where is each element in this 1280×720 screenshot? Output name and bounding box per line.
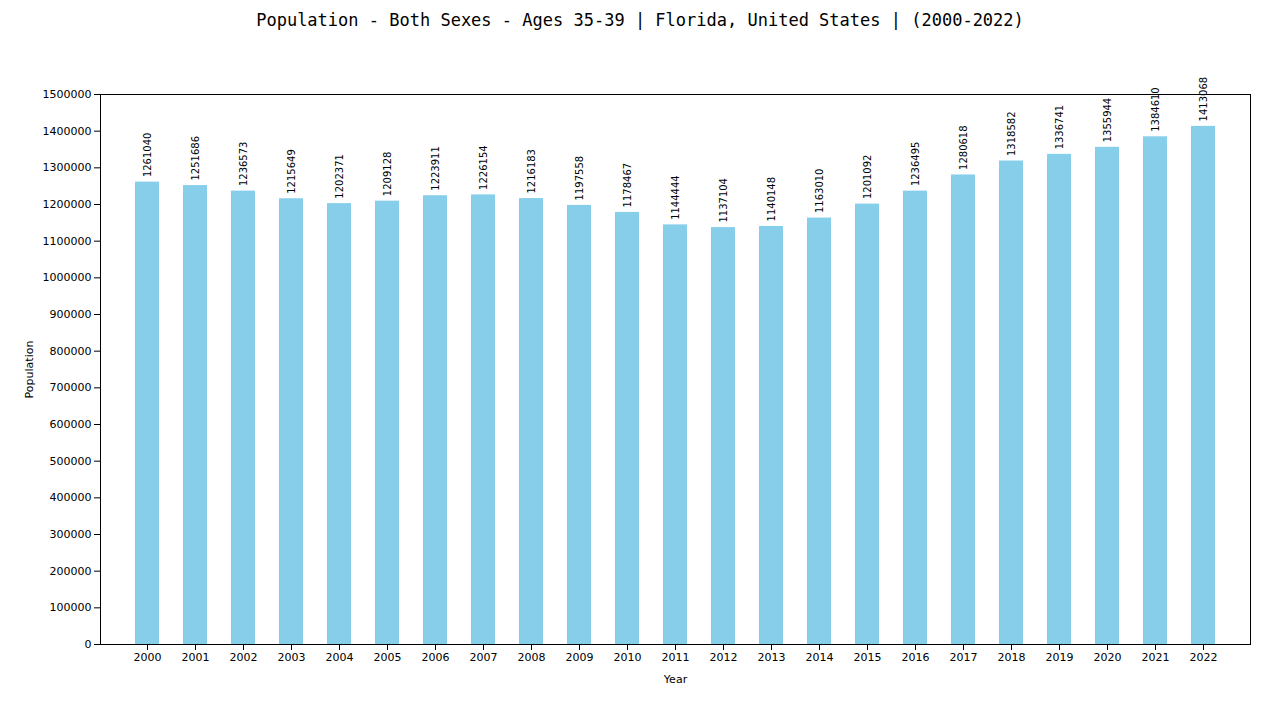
svg-text:300000: 300000 [50,528,92,541]
html-text:Population - Both Sexes - Ages: Population - Both Sexes - Ages 35-39 | F… [256,10,1024,30]
svg-text:1223911: 1223911 [430,146,441,191]
svg-text:500000: 500000 [50,455,92,468]
svg-text:2017: 2017 [950,651,978,664]
svg-text:2005: 2005 [374,651,402,664]
svg-text:2011: 2011 [662,651,690,664]
svg-text:2002: 2002 [230,651,258,664]
svg-text:1251686: 1251686 [190,136,201,181]
svg-text:Population: Population [23,341,36,399]
svg-text:1144444: 1144444 [670,175,681,220]
svg-text:1226154: 1226154 [478,145,489,190]
svg-text:1336741: 1336741 [1054,105,1065,150]
svg-text:1202371: 1202371 [334,154,345,199]
svg-text:1413068: 1413068 [1198,77,1209,122]
svg-text:2009: 2009 [566,651,594,664]
svg-text:1000000: 1000000 [43,271,92,284]
svg-text:1140148: 1140148 [766,177,777,222]
svg-text:800000: 800000 [50,345,92,358]
svg-text:1178467: 1178467 [622,163,633,208]
svg-text:1163010: 1163010 [814,169,825,214]
svg-text:2013: 2013 [758,651,786,664]
svg-text:2018: 2018 [998,651,1026,664]
svg-text:1261040: 1261040 [142,133,153,178]
svg-text:1216183: 1216183 [526,149,537,194]
svg-text:1215649: 1215649 [286,149,297,194]
svg-text:2010: 2010 [614,651,642,664]
svg-text:2007: 2007 [470,651,498,664]
svg-text:400000: 400000 [50,491,92,504]
svg-text:2008: 2008 [518,651,546,664]
svg-text:0: 0 [85,638,92,651]
svg-text:1236573: 1236573 [238,142,249,187]
svg-text:1197558: 1197558 [574,156,585,201]
svg-text:1201092: 1201092 [862,155,873,200]
svg-text:2003: 2003 [278,651,306,664]
svg-text:100000: 100000 [50,601,92,614]
svg-text:1200000: 1200000 [43,198,92,211]
svg-text:2000: 2000 [134,651,162,664]
svg-text:600000: 600000 [50,418,92,431]
svg-text:1280618: 1280618 [958,125,969,170]
svg-text:2001: 2001 [182,651,210,664]
svg-text:1355944: 1355944 [1102,98,1113,143]
svg-text:2022: 2022 [1190,651,1218,664]
svg-text:2012: 2012 [710,651,738,664]
svg-text:2006: 2006 [422,651,450,664]
svg-text:1300000: 1300000 [43,161,92,174]
svg-text:1209128: 1209128 [382,152,393,197]
svg-text:1500000: 1500000 [43,88,92,101]
svg-text:900000: 900000 [50,308,92,321]
svg-text:2016: 2016 [902,651,930,664]
svg-text:700000: 700000 [50,381,92,394]
svg-text:2004: 2004 [326,651,354,664]
svg-text:2019: 2019 [1046,651,1074,664]
svg-text:Year: Year [663,673,688,686]
svg-text:2015: 2015 [854,651,882,664]
svg-text:2020: 2020 [1094,651,1122,664]
svg-text:2014: 2014 [806,651,834,664]
svg-text:2021: 2021 [1142,651,1170,664]
svg-text:1400000: 1400000 [43,125,92,138]
svg-text:1318582: 1318582 [1006,111,1017,156]
svg-text:1100000: 1100000 [43,235,92,248]
svg-text:1384610: 1384610 [1150,87,1161,132]
svg-text:200000: 200000 [50,565,92,578]
svg-text:1236495: 1236495 [910,142,921,187]
svg-text:1137104: 1137104 [718,178,729,223]
